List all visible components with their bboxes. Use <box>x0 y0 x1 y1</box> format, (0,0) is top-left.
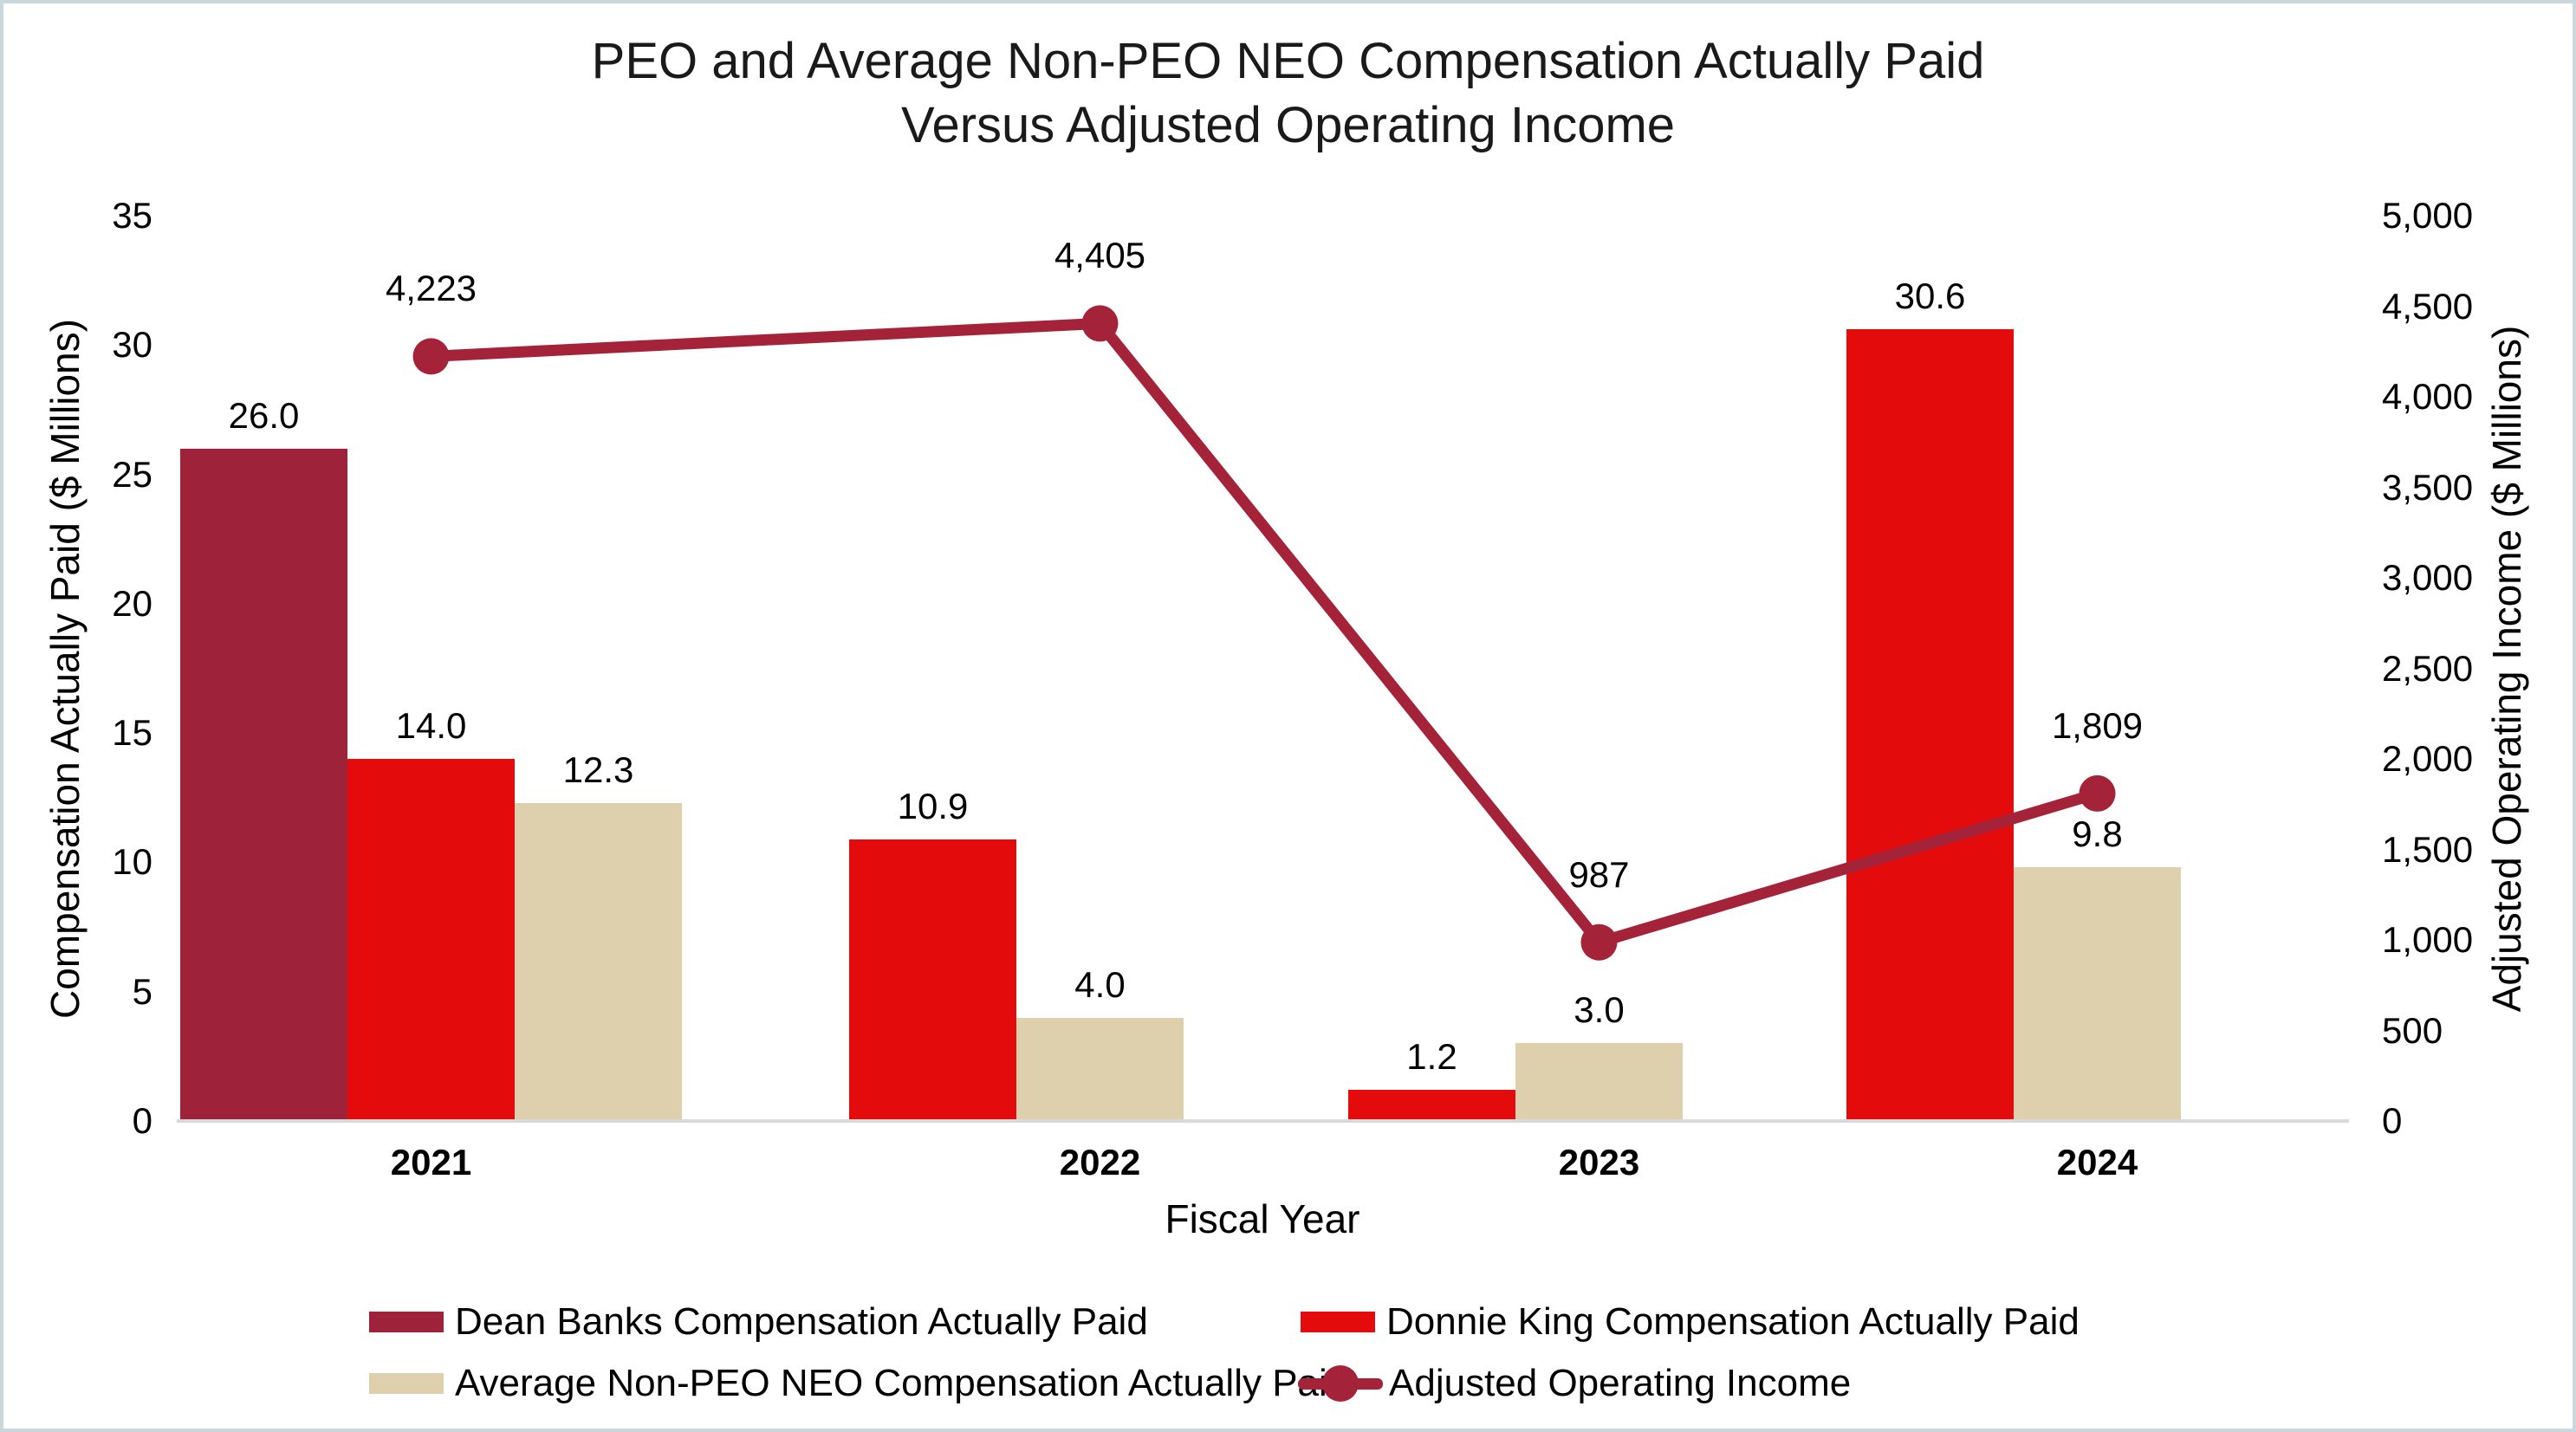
x-axis-label-2022: 2022 <box>1059 1142 1141 1183</box>
bar-donnie-king-2023 <box>1348 1090 1515 1121</box>
bar-label-avg-non-peo-neo-2023: 3.0 <box>1574 989 1625 1031</box>
right-axis-tick-5,000: 5,000 <box>2382 195 2474 236</box>
line-marker-2024 <box>2079 774 2116 812</box>
bar-label-donnie-king-2023: 1.2 <box>1406 1036 1457 1078</box>
right-axis-tick-4,000: 4,000 <box>2382 376 2474 417</box>
legend-label: Average Non-PEO NEO Compensation Actuall… <box>455 1362 1349 1404</box>
line-label-2021: 4,223 <box>385 268 477 309</box>
bar-avg-non-peo-neo-2021 <box>515 802 682 1121</box>
adjusted-operating-income-line-layer <box>412 305 2116 961</box>
left-axis-tick-35: 35 <box>112 195 152 236</box>
left-axis-tick-10: 10 <box>112 841 152 883</box>
left-axis-tick-25: 25 <box>112 453 152 495</box>
bar-donnie-king-2022 <box>849 839 1016 1121</box>
right-axis-tick-2,500: 2,500 <box>2382 647 2474 689</box>
bar-avg-non-peo-neo-2024 <box>2014 867 2181 1121</box>
right-axis-tick-3,000: 3,000 <box>2382 557 2474 598</box>
x-axis-label-2021: 2021 <box>390 1142 472 1183</box>
bar-donnie-king-2021 <box>347 759 515 1121</box>
x-axis-label-2023: 2023 <box>1558 1142 1640 1183</box>
bar-label-avg-non-peo-neo-2021: 12.3 <box>562 748 634 790</box>
left-axis-tick-15: 15 <box>112 712 152 754</box>
bar-label-donnie-king-2021: 14.0 <box>395 705 467 746</box>
bar-label-donnie-king-2024: 30.6 <box>1894 275 1966 317</box>
adjusted-operating-income-line <box>425 317 2103 949</box>
chart-title-line1: PEO and Average Non-PEO NEO Compensation… <box>591 33 1985 89</box>
line-label-2023: 987 <box>1568 853 1630 895</box>
x-axis-line <box>177 1119 2349 1123</box>
left-axis-tick-5: 5 <box>132 970 152 1012</box>
right-axis-tick-2,000: 2,000 <box>2382 738 2474 779</box>
right-axis-tick-3,500: 3,500 <box>2382 466 2474 508</box>
legend-line-marker-icon <box>1322 1365 1359 1402</box>
line-marker-2023 <box>1580 923 1618 961</box>
bar-label-avg-non-peo-neo-2024: 9.8 <box>2072 813 2123 855</box>
left-axis-tick-0: 0 <box>132 1100 152 1141</box>
line-marker-2022 <box>1081 305 1119 342</box>
right-axis-tick-0: 0 <box>2382 1100 2403 1141</box>
bar-donnie-king-2024 <box>1846 329 2014 1121</box>
x-axis-title: Fiscal Year <box>1165 1196 1360 1241</box>
bar-label-avg-non-peo-neo-2022: 4.0 <box>1074 963 1126 1005</box>
right-axis-tick-1,000: 1,000 <box>2382 919 2474 960</box>
left-axis-tick-20: 20 <box>112 582 152 624</box>
legend-label: Adjusted Operating Income <box>1389 1362 1852 1404</box>
line-label-2022: 4,405 <box>1054 235 1146 276</box>
chart-title-line2: Versus Adjusted Operating Income <box>900 97 1676 153</box>
bar-dean-banks-2021 <box>180 448 347 1121</box>
bar-avg-non-peo-neo-2022 <box>1016 1017 1184 1121</box>
legend-label: Donnie King Compensation Actually Paid <box>1386 1300 2080 1343</box>
bar-avg-non-peo-neo-2023 <box>1515 1043 1683 1121</box>
x-axis-label-2024: 2024 <box>2056 1142 2138 1183</box>
line-label-2024: 1,809 <box>2051 704 2144 746</box>
right-axis-tick-1,500: 1,500 <box>2382 828 2474 870</box>
right-axis-tick-500: 500 <box>2382 1009 2443 1051</box>
chart-title: PEO and Average Non-PEO NEO Compensation… <box>3 29 2573 158</box>
left-axis-tick-30: 30 <box>112 324 152 366</box>
bar-label-dean-banks-2021: 26.0 <box>228 394 300 436</box>
line-marker-2021 <box>412 338 450 375</box>
bar-label-donnie-king-2022: 10.9 <box>897 785 969 826</box>
legend-swatch-icon <box>1301 1312 1375 1332</box>
legend-swatch-icon <box>369 1312 444 1332</box>
legend-swatch-icon <box>369 1373 444 1394</box>
legend-label: Dean Banks Compensation Actually Paid <box>455 1300 1148 1343</box>
right-axis-tick-4,500: 4,500 <box>2382 285 2474 327</box>
